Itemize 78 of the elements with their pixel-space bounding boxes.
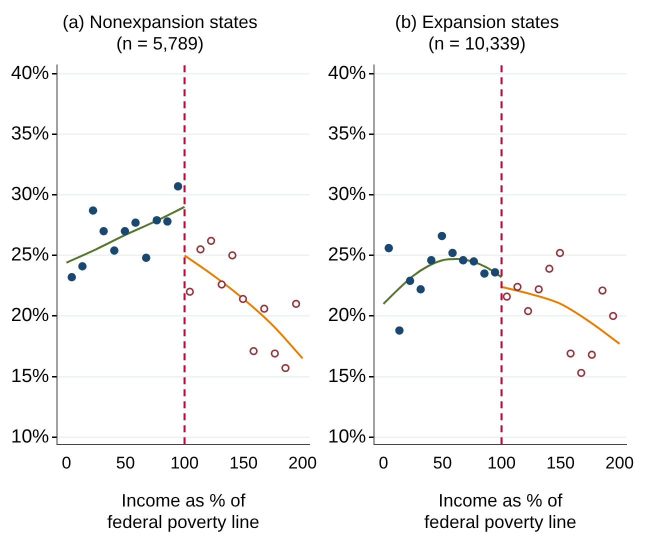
point xyxy=(427,256,436,264)
point xyxy=(110,246,118,255)
y-tick-label: 40% xyxy=(328,62,366,84)
point xyxy=(131,218,140,227)
chart-title: (a) Nonexpansion states xyxy=(62,12,258,32)
line-series xyxy=(65,206,186,264)
point xyxy=(206,236,216,245)
point xyxy=(470,257,478,266)
point xyxy=(577,368,586,378)
point xyxy=(120,226,130,236)
point xyxy=(406,276,414,286)
x-axis-title: Income as % of federal poverty line xyxy=(107,490,260,532)
point xyxy=(88,206,98,215)
y-tick-label: 25% xyxy=(10,244,50,266)
line-series xyxy=(382,258,503,305)
point xyxy=(513,282,522,292)
point xyxy=(556,248,564,258)
chart-subtitle: (n = 5,789) xyxy=(116,33,204,54)
point xyxy=(545,264,554,273)
point xyxy=(395,326,404,335)
point xyxy=(480,269,489,278)
point xyxy=(292,300,300,308)
x-tick-label: 0 xyxy=(378,453,388,472)
point xyxy=(566,349,575,358)
point xyxy=(281,364,290,372)
point xyxy=(609,312,618,320)
y-tick-label: 40% xyxy=(10,62,50,84)
chart-subtitle: (n = 10,339) xyxy=(428,33,526,54)
chart-title: (b) Expansion states xyxy=(394,12,560,32)
x-tick-label: 200 xyxy=(605,453,634,472)
x-tick-label: 50 xyxy=(116,453,135,472)
y-tick-label: 15% xyxy=(328,366,366,387)
y-tick-label: 10% xyxy=(328,426,366,448)
line-series xyxy=(184,254,304,360)
point xyxy=(99,226,108,236)
point xyxy=(228,251,236,260)
y-tick-label: 35% xyxy=(328,123,366,144)
x-tick-label: 200 xyxy=(288,453,317,472)
point xyxy=(250,347,258,356)
x-axis-title: Income as % of federal poverty line xyxy=(424,490,576,532)
point xyxy=(416,285,425,294)
point xyxy=(218,280,226,289)
point xyxy=(142,254,150,262)
x-tick-label: 150 xyxy=(229,453,258,472)
point xyxy=(68,273,76,282)
point xyxy=(588,350,596,359)
y-tick-label: 15% xyxy=(10,366,50,387)
point xyxy=(598,286,607,295)
point xyxy=(458,256,468,264)
point xyxy=(78,262,87,271)
line-series xyxy=(500,286,621,345)
y-tick-label: 35% xyxy=(10,123,50,144)
y-tick-label: 10% xyxy=(10,426,50,448)
point xyxy=(490,268,500,277)
point xyxy=(260,304,268,313)
point xyxy=(502,292,511,301)
point xyxy=(163,217,172,226)
point xyxy=(196,245,205,254)
point xyxy=(524,307,532,316)
x-tick-label: 100 xyxy=(170,453,199,472)
y-tick-label: 20% xyxy=(328,305,366,326)
point xyxy=(438,232,446,240)
point xyxy=(384,244,393,252)
point xyxy=(186,288,194,296)
y-tick-label: 30% xyxy=(328,184,366,206)
point xyxy=(174,182,182,191)
y-tick-label: 20% xyxy=(10,305,50,326)
x-tick-label: 50 xyxy=(433,453,452,472)
y-tick-label: 30% xyxy=(10,184,50,206)
point xyxy=(238,294,248,304)
point xyxy=(270,349,279,358)
point xyxy=(534,285,543,294)
y-tick-label: 25% xyxy=(328,244,366,266)
x-tick-label: 0 xyxy=(62,453,72,472)
point xyxy=(448,248,457,258)
point xyxy=(152,216,161,224)
x-tick-label: 150 xyxy=(546,453,575,472)
x-tick-label: 100 xyxy=(487,453,516,472)
